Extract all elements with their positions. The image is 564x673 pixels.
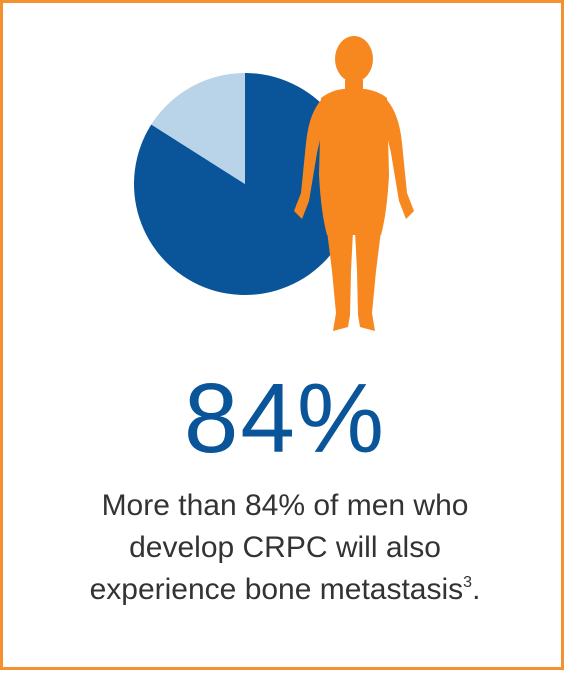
caption-line-3: experience bone metastasis3. <box>43 569 527 611</box>
stat-percentage: 84% <box>183 363 387 473</box>
pie-chart <box>133 73 356 296</box>
citation-superscript: 3 <box>463 574 473 591</box>
stat-description: More than 84% of men who develop CRPC wi… <box>43 485 527 611</box>
human-figure-icon <box>294 36 414 331</box>
pie-slice-0 <box>133 73 356 296</box>
caption-line-3-end: . <box>472 573 481 606</box>
caption-line-1: More than 84% of men who <box>101 489 469 522</box>
caption-line-2: develop CRPC will also <box>129 531 441 564</box>
caption-line-3-text: experience bone metastasis <box>89 573 464 606</box>
pie-slice-1 <box>151 73 245 184</box>
